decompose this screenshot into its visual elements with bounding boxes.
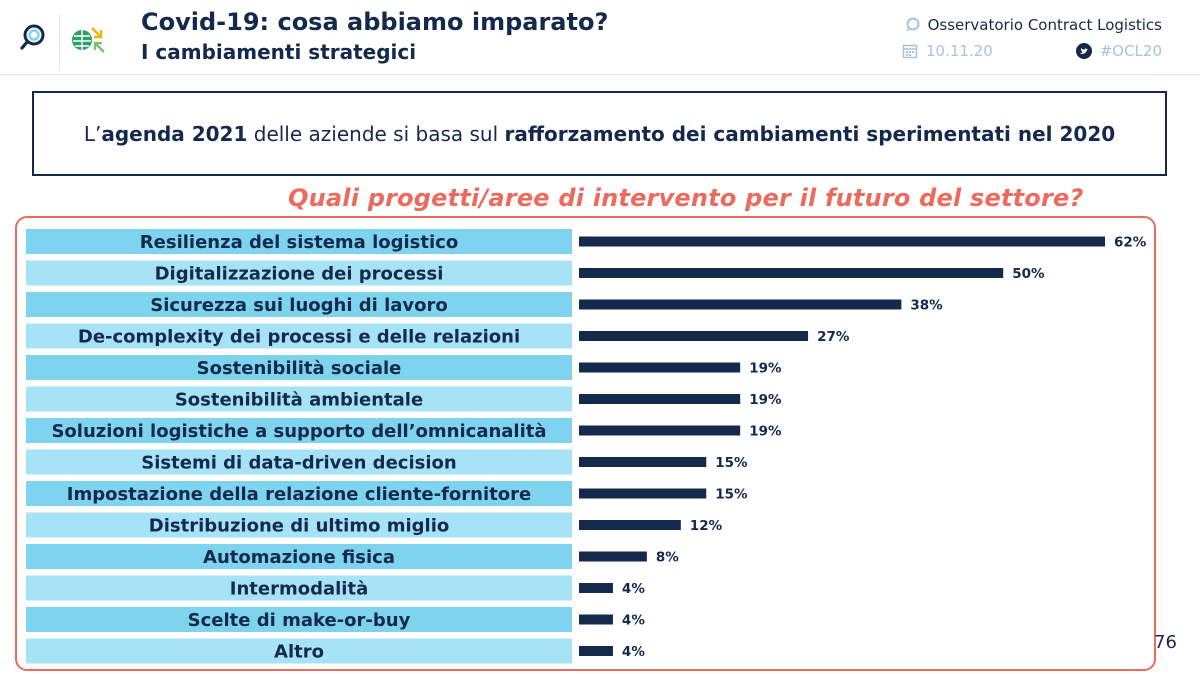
category-label: De-complexity dei processi e delle relaz…	[78, 327, 520, 348]
category-label-box	[26, 449, 572, 475]
data-label: 4%	[622, 644, 645, 660]
bar	[579, 425, 741, 436]
data-label: 19%	[749, 361, 782, 377]
category-label: Soluzioni logistiche a supporto dell’omn…	[51, 421, 546, 442]
key-message-banner: L’ agenda 2021 delle aziende si basa sul …	[32, 91, 1167, 176]
category-label-box	[26, 323, 572, 349]
category-label: Digitalizzazione dei processi	[155, 264, 444, 285]
header-separator	[59, 14, 60, 70]
category-label: Impostazione della relazione cliente-for…	[67, 484, 531, 505]
banner-bold-1: agenda 2021	[101, 121, 248, 146]
bar	[579, 520, 681, 530]
bar	[579, 299, 902, 310]
category-label-box	[26, 607, 572, 632]
category-label-box	[26, 544, 572, 569]
bar	[579, 268, 1004, 278]
search-logo-icon[interactable]	[18, 22, 48, 52]
bar	[579, 583, 613, 593]
page-subtitle: I cambiamenti strategici	[141, 40, 417, 64]
category-label-box	[26, 386, 572, 412]
calendar-icon	[902, 43, 918, 59]
data-label: 4%	[622, 613, 645, 629]
data-label: 50%	[1012, 266, 1045, 282]
category-label: Distribuzione di ultimo miglio	[149, 516, 449, 537]
bar	[579, 362, 741, 373]
data-label: 27%	[817, 329, 850, 345]
category-label-box	[26, 229, 572, 254]
hashtag-label: #OCL20	[1099, 42, 1162, 60]
date-label: 10.11.20	[926, 42, 993, 60]
banner-text-2: delle aziende si basa sul	[247, 121, 505, 146]
chart-title: Quali progetti/aree di intervento per il…	[288, 184, 1084, 212]
category-label-box	[26, 292, 572, 317]
page-title: Covid-19: cosa abbiamo imparato?	[141, 8, 609, 36]
category-label: Sicurezza sui luoghi di lavoro	[150, 295, 448, 316]
category-label-box	[26, 512, 572, 538]
data-label: 38%	[910, 298, 943, 314]
twitter-icon[interactable]	[1075, 43, 1092, 59]
banner-text-1: L’	[83, 121, 102, 146]
category-label-box	[26, 638, 572, 664]
data-label: 12%	[690, 518, 723, 534]
category-label: Automazione fisica	[203, 547, 395, 568]
bar	[579, 614, 613, 625]
category-label: Scelte di make-or-buy	[188, 610, 411, 631]
category-label: Sostenibilità ambientale	[175, 390, 423, 411]
data-label: 15%	[715, 455, 748, 471]
category-label: Sostenibilità sociale	[197, 358, 402, 379]
category-label-box	[26, 575, 572, 601]
data-label: 8%	[656, 550, 679, 566]
bar	[579, 236, 1105, 247]
chat-icon	[904, 17, 920, 33]
category-label: Altro	[274, 642, 324, 663]
bar	[579, 488, 707, 499]
data-label: 62%	[1114, 235, 1147, 251]
data-label: 4%	[622, 581, 645, 597]
chart-frame	[15, 216, 1156, 671]
bar	[579, 331, 809, 341]
banner-bold-2: rafforzamento dei cambiamenti sperimenta…	[504, 121, 1116, 146]
date: 10.11.20	[902, 42, 993, 60]
category-label: Intermodalità	[230, 579, 368, 600]
data-label: 19%	[749, 424, 782, 440]
bar	[579, 457, 707, 467]
page-number: 76	[1154, 632, 1177, 653]
category-label-box	[26, 355, 572, 380]
bar	[579, 551, 647, 562]
organization: Osservatorio Contract Logistics	[904, 16, 1162, 34]
category-label-box	[26, 418, 572, 443]
category-label-box	[26, 260, 572, 286]
organization-label: Osservatorio Contract Logistics	[927, 16, 1162, 34]
category-label-box	[26, 481, 572, 506]
data-label: 15%	[715, 487, 748, 503]
category-label: Resilienza del sistema logistico	[140, 232, 458, 253]
globe-logo-icon	[68, 20, 108, 60]
header: Covid-19: cosa abbiamo imparato? I cambi…	[0, 0, 1200, 75]
category-label: Sistemi di data-driven decision	[141, 453, 456, 474]
bar	[579, 646, 613, 656]
hashtag: #OCL20	[1075, 42, 1162, 60]
bar	[579, 394, 741, 404]
data-label: 19%	[749, 392, 782, 408]
